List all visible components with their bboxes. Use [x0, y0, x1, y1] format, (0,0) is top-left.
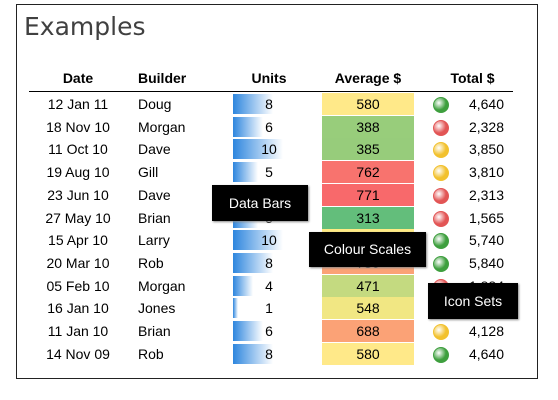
row-date: 27 May 10	[45, 209, 111, 226]
header-total: Total $	[450, 70, 495, 86]
row-average: 580	[356, 96, 380, 112]
row-average: 388	[356, 118, 380, 135]
row-builder: Brian	[138, 209, 171, 226]
average-colour-scale	[322, 183, 414, 206]
status-circle-icon	[433, 119, 449, 136]
row-units: 8	[265, 254, 273, 271]
row-average: 762	[356, 164, 380, 181]
status-circle-icon	[433, 346, 449, 363]
row-date: 11 Oct 10	[48, 141, 108, 158]
row-units: 6	[265, 323, 273, 339]
row-date: 05 Feb 10	[46, 277, 110, 294]
row-date: 19 Aug 10	[46, 164, 110, 181]
colour-scales-callout: Colour Scales	[309, 232, 426, 267]
row-average: 580	[356, 345, 380, 362]
row-total: 4,128	[468, 323, 504, 339]
row-total: 4,640	[468, 345, 504, 362]
row-date: 15 Apr 10	[48, 232, 108, 249]
row-builder: Larry	[138, 232, 170, 249]
row-units: 10	[261, 232, 277, 249]
units-data-bar	[233, 94, 273, 114]
header-divider	[29, 91, 513, 92]
row-average: 471	[356, 277, 380, 294]
row-total: 1,565	[468, 209, 504, 226]
row-date: 12 Jan 11	[47, 96, 109, 112]
row-units: 1	[265, 300, 273, 317]
average-colour-scale	[322, 206, 414, 229]
row-units: 4	[265, 277, 273, 294]
row-builder: Jones	[138, 300, 176, 317]
header-date: Date	[62, 70, 94, 86]
status-circle-icon	[433, 142, 449, 159]
header-builder: Builder	[138, 70, 187, 86]
status-circle-icon	[433, 97, 449, 113]
status-circle-icon	[433, 187, 449, 204]
row-units: 6	[265, 118, 273, 135]
row-builder: Morgan	[138, 277, 186, 294]
average-colour-scale	[322, 320, 414, 342]
units-data-bar	[233, 343, 273, 364]
status-circle-icon	[433, 210, 449, 227]
row-builder: Dave	[138, 186, 171, 203]
status-circle-icon	[433, 233, 449, 250]
row-date: 20 Mar 10	[46, 254, 110, 271]
row-average: 385	[356, 141, 380, 158]
average-colour-scale	[322, 138, 414, 161]
row-total: 2,328	[468, 118, 504, 135]
row-builder: Doug	[138, 96, 172, 112]
row-builder: Brian	[138, 323, 171, 339]
row-total: 4,640	[468, 96, 504, 112]
status-circle-icon	[433, 324, 449, 340]
row-units: 8	[265, 345, 273, 362]
row-average: 313	[356, 209, 380, 226]
average-colour-scale	[322, 161, 414, 184]
header-units: Units	[251, 70, 287, 86]
row-builder: Rob	[138, 345, 164, 362]
status-circle-icon	[433, 255, 449, 272]
row-builder: Dave	[138, 141, 171, 158]
header-average: Average $	[334, 70, 402, 86]
average-colour-scale	[322, 342, 414, 365]
row-date: 14 Nov 09	[46, 345, 110, 362]
average-colour-scale	[322, 115, 414, 138]
row-date: 16 Jan 10	[47, 300, 109, 317]
units-data-bar	[233, 275, 253, 296]
page-title: Examples	[24, 12, 146, 41]
row-total: 3,810	[468, 164, 504, 181]
units-data-bar	[233, 298, 238, 319]
row-average: 548	[356, 300, 380, 317]
row-units: 5	[265, 164, 273, 181]
row-total: 5,740	[468, 232, 504, 249]
row-builder: Gill	[138, 164, 159, 181]
data-bars-callout: Data Bars	[212, 185, 308, 221]
row-units: 8	[265, 96, 273, 112]
units-data-bar	[233, 116, 263, 137]
units-data-bar	[233, 139, 283, 160]
status-circle-icon	[433, 165, 449, 182]
row-date: 23 Jun 10	[47, 186, 109, 203]
row-builder: Rob	[138, 254, 164, 271]
row-date: 18 Nov 10	[46, 118, 110, 135]
units-data-bar	[233, 321, 263, 341]
row-total: 3,850	[468, 141, 504, 158]
row-date: 11 Jan 10	[47, 323, 109, 339]
row-builder: Morgan	[138, 118, 186, 135]
row-total: 2,313	[468, 186, 504, 203]
average-colour-scale	[322, 297, 414, 320]
units-data-bar	[233, 162, 258, 183]
units-data-bar	[233, 230, 283, 251]
row-average: 688	[356, 323, 380, 339]
average-colour-scale	[322, 274, 414, 297]
row-average: 771	[356, 186, 380, 203]
average-colour-scale	[322, 93, 414, 115]
row-units: 10	[261, 141, 277, 158]
icon-sets-callout: Icon Sets	[428, 283, 518, 319]
row-total: 5,840	[468, 254, 504, 271]
units-data-bar	[233, 252, 273, 273]
